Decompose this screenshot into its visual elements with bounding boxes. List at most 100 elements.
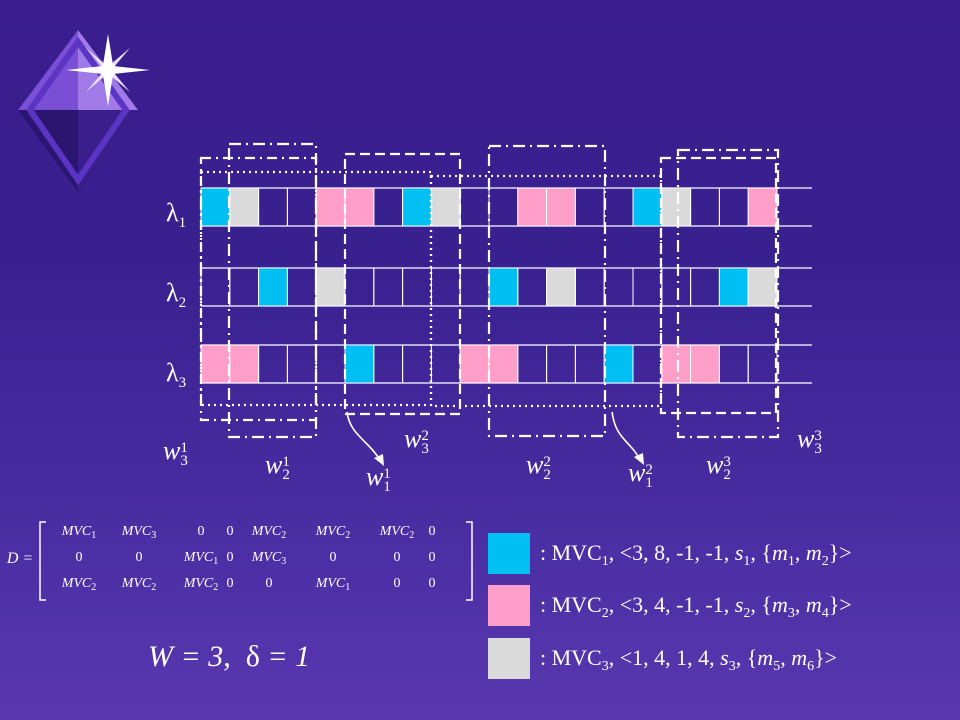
slot-cell-empty [373,267,404,307]
matrix-cell: MVC1 [315,576,351,593]
matrix-cell: 0 [428,550,436,565]
matrix-cell: 0 [197,524,205,539]
slot-cell-gray [661,187,692,227]
matrix-cell: 0 [393,576,401,591]
window-parameters: W = 3, δ = 1 [148,640,311,673]
slot-cell-empty [459,187,490,227]
window-w2-2 [487,144,607,438]
matrix-cell: MVC2 [121,576,157,593]
matrix-cell: MVC1 [61,524,97,541]
slot-cell-cyan [488,267,519,307]
slot-cell-empty [286,267,317,307]
row-label-lambda-1: λ1 [166,198,187,231]
slot-cell-pink [488,344,519,384]
matrix-cell: 0 [393,550,401,565]
slot-cell-cyan [344,344,375,384]
window-w2-3 [659,156,778,415]
matrix-cell: MVC2 [379,524,415,541]
legend-mvc1: : MVC1, <3, 8, -1, -1, s1, {m1, m2}> [540,540,852,569]
matrix-cell: 0 [75,550,83,565]
window-w3-2 [343,152,462,416]
slot-cell-empty [690,267,720,307]
slot-grid [200,187,812,384]
slot-cell-gray [315,267,346,307]
slot-cell-pink [690,344,720,384]
slot-cell-gray [546,267,576,307]
slot-cell-cyan [402,187,432,227]
slot-cell-empty [258,187,288,227]
slot-cell-empty [517,344,548,384]
slot-cell-empty [430,267,461,307]
slot-cell-pink [747,187,778,227]
diamond-sparkle-logo [18,30,150,192]
arrow-head-w1-2 [634,453,644,465]
matrix-cell: 0 [226,550,234,565]
slot-cell-empty [373,187,404,227]
matrix-cell: MVC3 [121,524,157,541]
slot-cell-empty [661,267,692,307]
slot-cell-empty [574,187,605,227]
matrix-cell: MVC2 [315,524,351,541]
slot-cell-empty [402,267,432,307]
slot-cell-gray [430,187,461,227]
arrow-w1-1 [346,411,381,461]
slot-cell-empty [718,187,749,227]
slot-cell-pink [459,344,490,384]
slot-cell-empty [574,267,605,307]
matrix-brackets [39,521,473,601]
matrix-cell: 0 [428,524,436,539]
row-label-lambda-2: λ2 [166,278,187,311]
slot-cell-cyan [632,187,663,227]
slot-cell-cyan [603,344,634,384]
matrix-cell: MVC2 [61,576,97,593]
window-boxes [199,142,780,439]
matrix-cell: 0 [428,576,436,591]
window-w3-1 [199,156,318,422]
matrix-cell: 0 [329,550,337,565]
slot-cell-empty [459,267,490,307]
slot-cell-pink [517,187,548,227]
slot-cell-cyan [718,267,749,307]
slot-cell-empty [603,267,634,307]
slot-cell-empty [315,344,346,384]
slot-cell-pink [344,187,375,227]
legend-mvc2: : MVC2, <3, 4, -1, -1, s2, {m3, m4}> [540,592,852,621]
matrix-cell: MVC2 [183,576,219,593]
slot-cell-pink [661,344,692,384]
slot-cell-empty [603,187,634,227]
window-w1-2 [429,174,663,408]
slot-cell-empty [718,344,749,384]
slot-cell-empty [229,267,260,307]
matrix-name: D = [6,550,34,567]
slot-cell-empty [430,344,461,384]
slot-cell-empty [632,344,663,384]
slot-cell-empty [747,344,778,384]
matrix-d: D = MVC1 MVC3 0 0 MVC2 MVC2 MVC2 0 0 0 MVC1 0 MVC3 0 0… [2,520,482,602]
slot-cell-gray [229,187,260,227]
slot-cell-empty [632,267,663,307]
slot-cell-pink [315,187,346,227]
slot-cell-empty [574,344,605,384]
slot-cell-pink [200,344,231,384]
legend-swatch-cyan [488,533,530,574]
slot-cell-empty [373,344,404,384]
slot-cell-empty [402,344,432,384]
matrix-cell: MVC1 [183,550,219,567]
slot-cell-empty [690,187,720,227]
slot-cell-empty [258,344,288,384]
legend-swatch-pink [488,585,530,626]
slot-cell-cyan [258,267,288,307]
slot-cell-empty [286,344,317,384]
row-label-lambda-3: λ3 [166,358,187,391]
window-w2-1 [227,142,318,439]
slot-cell-empty [286,187,317,227]
legend-swatch-gray [488,638,530,679]
